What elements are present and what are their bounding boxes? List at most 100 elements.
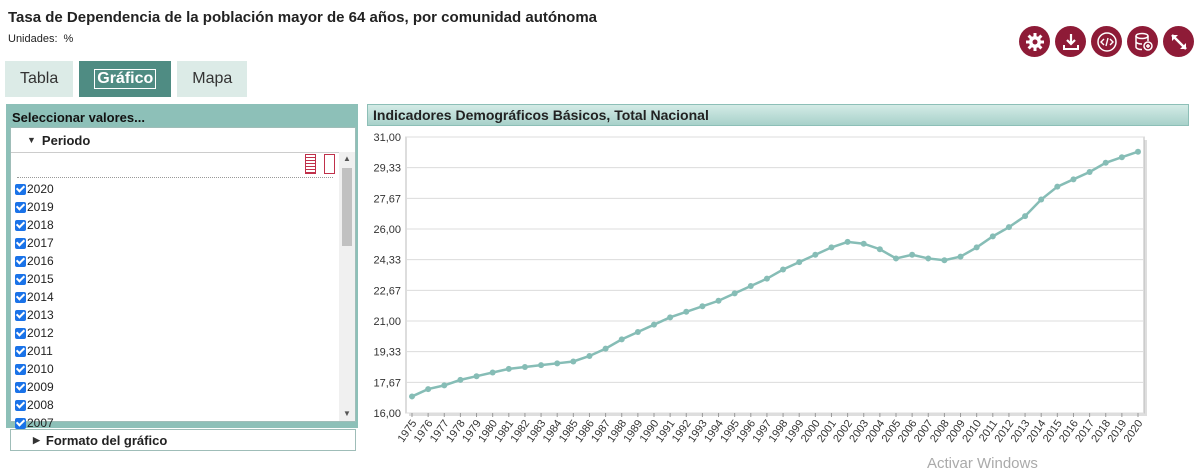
data-point xyxy=(538,362,545,369)
data-point xyxy=(425,386,432,393)
checkbox-checked-icon[interactable] xyxy=(15,255,26,267)
units-label: Unidades: xyxy=(8,33,58,45)
year-option[interactable]: 2009 xyxy=(15,378,54,396)
data-point xyxy=(989,233,996,240)
download-button[interactable] xyxy=(1055,26,1086,57)
data-point xyxy=(554,360,561,367)
data-point xyxy=(731,290,738,297)
scroll-thumb[interactable] xyxy=(342,168,352,246)
data-point xyxy=(1118,154,1125,161)
data-point xyxy=(505,365,512,372)
year-option[interactable]: 2013 xyxy=(15,306,54,324)
embed-button[interactable] xyxy=(1091,26,1122,57)
deselect-all-icon[interactable] xyxy=(324,154,335,174)
data-point xyxy=(925,255,932,262)
year-option[interactable]: 2011 xyxy=(15,342,54,360)
checkbox-checked-icon[interactable] xyxy=(15,273,26,285)
data-point xyxy=(1135,148,1141,155)
checkbox-checked-icon[interactable] xyxy=(15,309,26,321)
year-option[interactable]: 2018 xyxy=(15,216,54,234)
checkbox-checked-icon[interactable] xyxy=(15,291,26,303)
tab-tabla-label: Tabla xyxy=(20,70,59,87)
year-label: 2019 xyxy=(27,200,54,214)
data-point xyxy=(683,308,690,315)
year-option[interactable]: 2008 xyxy=(15,396,54,414)
tab-mapa[interactable]: Mapa xyxy=(177,61,248,97)
data-point xyxy=(667,314,674,321)
year-option[interactable]: 2019 xyxy=(15,198,54,216)
data-point xyxy=(1086,168,1093,175)
divider xyxy=(17,177,333,178)
formato-grafico-header[interactable]: ▶ Formato del gráfico xyxy=(10,429,356,451)
year-label: 2012 xyxy=(27,326,54,340)
year-option[interactable]: 2012 xyxy=(15,324,54,342)
periodo-box: ▼ Periodo 2020 2019 2018 2017 2016 2015 2014 201… xyxy=(10,127,356,430)
view-tabs: Tabla Gráfico Mapa xyxy=(5,61,248,97)
formato-label: Formato del gráfico xyxy=(45,432,168,448)
data-point xyxy=(844,238,851,245)
settings-button[interactable] xyxy=(1019,26,1050,57)
data-point xyxy=(1005,224,1012,231)
year-label: 2018 xyxy=(27,218,54,232)
data-point xyxy=(1102,159,1109,166)
data-point xyxy=(909,251,916,258)
data-point xyxy=(796,259,803,266)
data-point xyxy=(602,345,609,352)
expand-icon xyxy=(1170,33,1187,50)
year-option[interactable]: 2007 xyxy=(15,414,54,432)
series-line xyxy=(411,150,1139,398)
scroll-down-icon[interactable]: ▼ xyxy=(343,409,351,418)
year-label: 2009 xyxy=(27,380,54,394)
y-tick-label: 26,00 xyxy=(373,224,401,236)
checkbox-checked-icon[interactable] xyxy=(15,237,26,249)
data-point xyxy=(780,266,787,273)
units-line: Unidades:% xyxy=(8,33,73,45)
checkbox-checked-icon[interactable] xyxy=(15,327,26,339)
chart-header: Indicadores Demográficos Básicos, Total … xyxy=(367,104,1189,126)
tab-tabla[interactable]: Tabla xyxy=(5,61,74,97)
year-label: 2016 xyxy=(27,254,54,268)
periodo-header[interactable]: ▼ Periodo xyxy=(11,128,355,153)
checkbox-checked-icon[interactable] xyxy=(15,201,26,213)
y-tick-label: 24,33 xyxy=(373,255,401,267)
data-point xyxy=(489,369,496,376)
add-to-database-button[interactable] xyxy=(1127,26,1158,57)
units-value: % xyxy=(63,33,74,45)
checkbox-checked-icon[interactable] xyxy=(15,381,26,393)
data-point xyxy=(473,373,480,380)
data-point xyxy=(618,336,625,343)
scroll-up-icon[interactable]: ▲ xyxy=(343,154,351,163)
tab-grafico[interactable]: Gráfico xyxy=(79,61,172,97)
fullscreen-button[interactable] xyxy=(1163,26,1194,57)
year-option[interactable]: 2016 xyxy=(15,252,54,270)
year-list: 2020 2019 2018 2017 2016 2015 2014 2013 2012 2011… xyxy=(15,180,54,432)
data-point xyxy=(763,275,770,282)
year-option[interactable]: 2017 xyxy=(15,234,54,252)
year-label: 2017 xyxy=(27,236,54,250)
gear-icon xyxy=(1025,32,1044,51)
year-option[interactable]: 2010 xyxy=(15,360,54,378)
checkbox-checked-icon[interactable] xyxy=(15,417,26,429)
y-tick-label: 19,33 xyxy=(373,347,401,359)
selector-title: Seleccionar valores... xyxy=(12,110,145,125)
year-option[interactable]: 2015 xyxy=(15,270,54,288)
year-label: 2007 xyxy=(27,416,54,430)
year-list-scrollbar[interactable]: ▲ ▼ xyxy=(339,152,355,421)
triangle-right-icon: ▶ xyxy=(33,434,40,445)
year-label: 2008 xyxy=(27,398,54,412)
year-option[interactable]: 2020 xyxy=(15,180,54,198)
download-icon xyxy=(1062,33,1079,50)
data-point xyxy=(876,246,883,253)
checkbox-checked-icon[interactable] xyxy=(15,399,26,411)
checkbox-checked-icon[interactable] xyxy=(15,363,26,375)
checkbox-checked-icon[interactable] xyxy=(15,183,26,195)
data-point xyxy=(957,253,964,260)
checkbox-checked-icon[interactable] xyxy=(15,219,26,231)
windows-activation-watermark: Activar Windows xyxy=(927,455,1038,472)
checkbox-checked-icon[interactable] xyxy=(15,345,26,357)
tab-grafico-label: Gráfico xyxy=(94,69,157,89)
select-all-icon[interactable] xyxy=(305,154,316,174)
select-controls xyxy=(305,154,335,174)
database-add-icon xyxy=(1134,32,1153,51)
year-option[interactable]: 2014 xyxy=(15,288,54,306)
